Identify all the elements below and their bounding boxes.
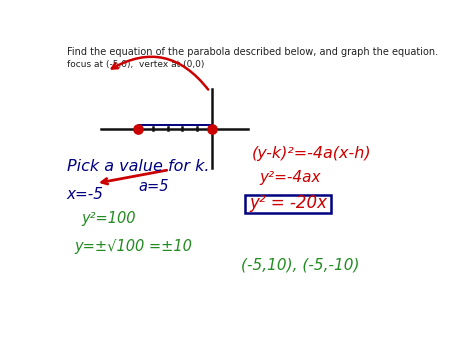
Point <box>208 126 216 132</box>
Text: (y-k)²=-4a(x-h): (y-k)²=-4a(x-h) <box>252 146 372 161</box>
Text: Find the equation of the parabola described below, and graph the equation.: Find the equation of the parabola descri… <box>66 47 438 57</box>
Point <box>135 126 142 132</box>
Bar <box>245 195 331 213</box>
Text: a=5: a=5 <box>138 179 169 193</box>
Text: x=-5: x=-5 <box>66 187 104 202</box>
Text: y² = -20x: y² = -20x <box>249 193 328 212</box>
Text: y²=-4ax: y²=-4ax <box>259 170 321 185</box>
Text: focus at (-5,0),  vertex at (0,0): focus at (-5,0), vertex at (0,0) <box>66 60 204 69</box>
Text: y=±√100 =±10: y=±√100 =±10 <box>74 239 192 254</box>
Text: Pick a value for k.: Pick a value for k. <box>66 159 209 174</box>
Text: (-5,10), (-5,-10): (-5,10), (-5,-10) <box>241 258 360 273</box>
Text: y²=100: y²=100 <box>82 212 136 226</box>
